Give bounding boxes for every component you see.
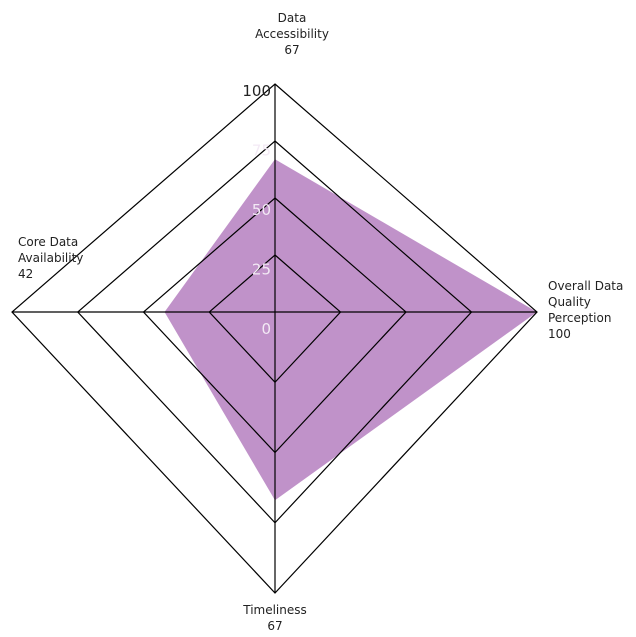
value-label: 67	[267, 619, 282, 633]
r-tick-label: 25	[252, 261, 271, 279]
axis-label-line: Perception	[548, 311, 611, 325]
value-label: 42	[18, 267, 33, 281]
axis-label: Data Accessibility 67	[255, 11, 329, 57]
r-tick-label: 50	[252, 201, 271, 219]
data-area	[164, 159, 538, 501]
axis-label-line: Timeliness	[242, 603, 307, 617]
value-label: 67	[284, 43, 299, 57]
value-label: 100	[548, 327, 571, 341]
axis-label: Core Data Availability 42	[18, 235, 83, 281]
r-tick-label: 100	[242, 82, 271, 100]
axis-label-line: Quality	[548, 295, 591, 309]
axis-label-line: Core Data	[18, 235, 78, 249]
axis-label: Timeliness 67	[242, 603, 307, 633]
axis-label-line: Availability	[18, 251, 83, 265]
r-tick-label: 0	[261, 320, 271, 338]
r-tick-label: 75	[252, 142, 271, 160]
axis-label: Overall Data Quality Perception 100	[548, 279, 623, 341]
axis-label-line: Data	[278, 11, 307, 25]
axis-label-line: Accessibility	[255, 27, 329, 41]
axis-label-line: Overall Data	[548, 279, 623, 293]
